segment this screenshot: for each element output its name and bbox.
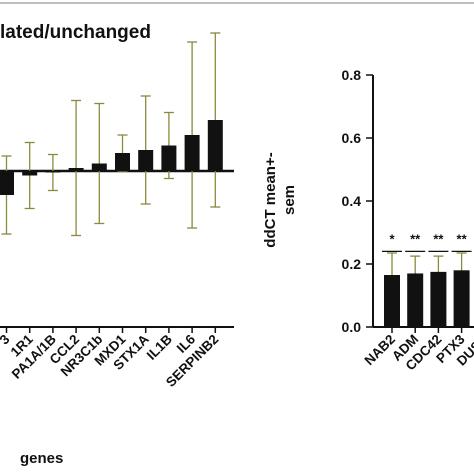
significance-label: ** (457, 231, 468, 246)
left-bar (161, 145, 177, 171)
left-category-labels: 31R1PA1A/1BCCL2NR3C1bMXD1STX1AIL1BIL6SER… (0, 331, 221, 390)
right-bar (384, 275, 400, 327)
right-y-tick-label: 0.4 (342, 193, 362, 209)
right-y-tick-label: 0.8 (342, 67, 362, 83)
right-category-labels: NAB2ADMCDC42PTX3DUSPBC (362, 331, 474, 373)
left-bar (138, 150, 154, 171)
left-error-bars (1, 32, 221, 237)
figure-title: lated/unchanged (0, 22, 151, 43)
significance-markers: * ** ** ** (382, 231, 472, 253)
left-bar-chart: 31R1PA1A/1BCCL2NR3C1bMXD1STX1AIL1BIL6SER… (0, 32, 234, 390)
left-category-label: IL1B (144, 331, 175, 362)
left-bar (184, 135, 200, 171)
right-y-tick-label: 0.6 (342, 130, 362, 146)
left-bar (68, 168, 84, 171)
significance-label: ** (410, 231, 421, 246)
x-axis-label: genes (20, 450, 63, 467)
left-bar (207, 120, 223, 171)
right-x-ticks (391, 327, 463, 333)
right-y-tick-label: 0.2 (342, 256, 362, 272)
y-axis-label-line1: ddCT mean+- (262, 152, 279, 247)
y-axis-label: ddCT mean+- sem (262, 152, 298, 247)
right-bar (407, 273, 424, 327)
right-bar (430, 271, 447, 327)
significance-label: ** (433, 231, 444, 246)
right-bars (384, 270, 470, 327)
left-bar (115, 153, 130, 171)
right-y-ticks: 0.0 0.2 0.4 0.6 0.8 (342, 67, 373, 335)
left-bar (45, 171, 61, 173)
significance-label: * (389, 231, 395, 246)
left-bar (0, 171, 14, 195)
right-bar (453, 270, 470, 327)
left-bar (91, 163, 107, 171)
left-bars (0, 120, 223, 195)
y-axis-label-line2: sem (281, 185, 298, 215)
left-x-ticks (5, 327, 217, 333)
right-y-tick-label: 0.0 (342, 319, 362, 335)
left-bar (22, 171, 38, 176)
right-bar-chart: 0.00.20.40.60.8 * ** ** ** NAB2ADMCDC42PTX3… (342, 67, 474, 373)
